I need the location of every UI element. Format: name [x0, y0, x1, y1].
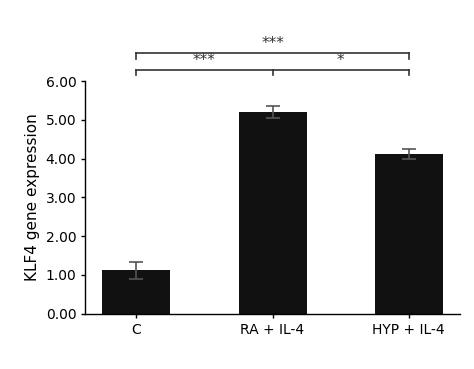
Text: *: *: [337, 54, 345, 68]
Text: ***: ***: [193, 54, 216, 68]
Y-axis label: KLF4 gene expression: KLF4 gene expression: [25, 114, 40, 281]
Bar: [374, 154, 443, 314]
Bar: [102, 270, 171, 314]
Bar: [238, 112, 307, 314]
Text: ***: ***: [261, 36, 284, 51]
